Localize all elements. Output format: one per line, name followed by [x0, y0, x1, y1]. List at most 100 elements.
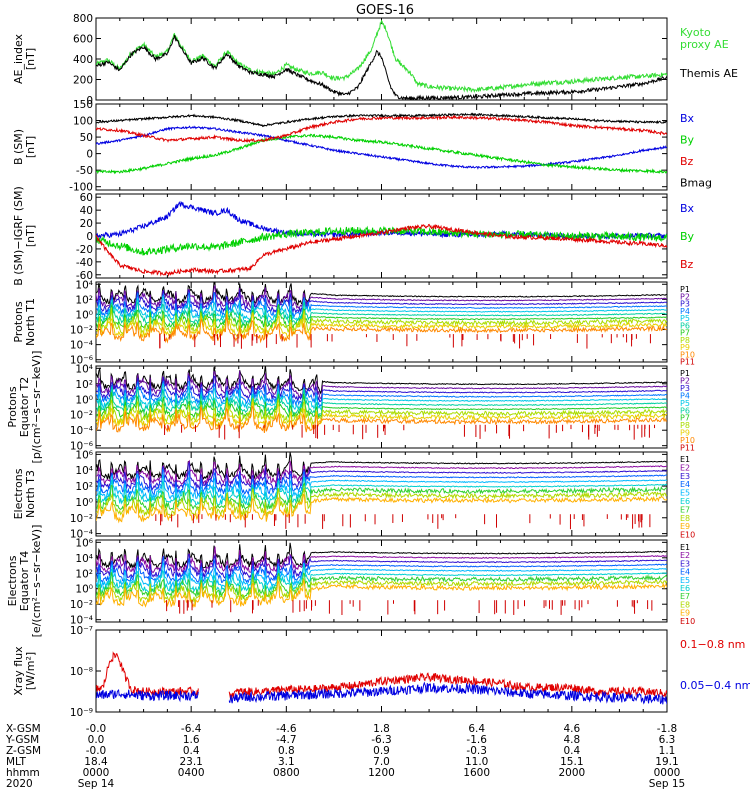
x-tick-label: 0.8 [278, 745, 295, 757]
channel-line-3 [96, 374, 667, 402]
channel-line-1 [96, 542, 667, 570]
channel-line-7 [96, 391, 667, 420]
y-tick-label: 800 [73, 13, 93, 25]
channel-line-8 [96, 307, 667, 335]
channel-line-5 [96, 473, 667, 502]
legend-entry: E4 [680, 480, 690, 489]
legend: Bx By Bz [680, 202, 695, 271]
data-series [96, 542, 667, 615]
x-tick-label: 1.6 [183, 734, 200, 746]
panel-bsm: 150 100 50 0 -50 -100 B (SM)[nT] Bx By Bz Bmag [12, 99, 712, 194]
legend-entry: P1 [680, 285, 690, 294]
legend: Kyoto proxy AE Themis AE [679, 26, 738, 80]
y-tick-label: 10⁴ [75, 553, 93, 565]
x-tick-label: -1.6 [466, 734, 487, 746]
legend-entry: E2 [680, 463, 690, 472]
channel-line-6 [96, 299, 667, 326]
legend-entry: P10 [680, 350, 695, 359]
chart-title: GOES-16 [356, 3, 414, 18]
channel-line-2 [96, 459, 667, 486]
legend-entry: E7 [680, 592, 690, 601]
y-tick-label: 10⁴ [75, 465, 93, 477]
y-tick-label: 10² [75, 379, 93, 391]
x-tick-label: 0.4 [563, 745, 580, 757]
panel-frame [95, 103, 668, 191]
x-row-label: hhmm [6, 767, 40, 779]
series-line-0 [96, 125, 667, 170]
channel-line-10 [96, 405, 667, 433]
legend-entry: 0.1−0.8 nm [680, 638, 745, 651]
x-tick-label: 11.0 [465, 756, 488, 768]
panel-frame [95, 629, 668, 713]
channel-line-1 [96, 366, 667, 395]
x-tick-label: 0.0 [88, 734, 105, 746]
y-tick-label: -60 [76, 270, 93, 282]
legend: 0.1−0.8 nm 0.05−0.4 nm [680, 638, 750, 692]
data-series [96, 19, 667, 100]
y-tick-label: 10⁰ [75, 584, 93, 596]
y-tick-label: 10⁴ [75, 279, 93, 291]
x-row-label: Y-GSM [5, 734, 39, 746]
legend-entry: E6 [680, 497, 690, 506]
channel-line-5 [96, 296, 667, 322]
y-tick-label: 10⁰ [75, 394, 93, 406]
legend-entry: E5 [680, 576, 690, 585]
y-tick-label: 10⁻⁸ [70, 666, 93, 678]
y-tick-label: 10⁰ [75, 309, 93, 321]
y-tick-label: 10⁻⁴ [70, 340, 93, 352]
legend-entry: P7 [680, 329, 690, 338]
channel-line-9 [96, 401, 667, 430]
channel-line-8 [96, 487, 667, 517]
y-axis-label: B (SM)−IGRF (SM)[nT] [12, 186, 37, 286]
legend-entry: P11 [680, 444, 695, 453]
panel-prot_t1: 10⁴ 10² 10⁰ 10⁻² 10⁻⁴ 10⁻⁶ ProtonsNorth T1 P1P2… [12, 279, 695, 366]
x-tick-label: 23.1 [179, 756, 202, 768]
legend-entry: E7 [680, 505, 690, 514]
channel-line-7 [96, 571, 667, 600]
y-tick-label: -20 [76, 244, 93, 256]
y-tick-label: 10⁻² [70, 599, 93, 611]
y-axis-label: ProtonsEquator T2[p/(cm²−s−sr−keV)] [6, 351, 43, 464]
legend-entry: P5 [680, 314, 690, 323]
x-tick-label: Sep 15 [649, 778, 686, 790]
channel-line-3 [96, 461, 667, 492]
legend-entry: E10 [680, 531, 695, 540]
channel-line-3 [96, 289, 667, 315]
y-tick-label: 10² [75, 294, 93, 306]
x-tick-label: 2000 [558, 767, 585, 779]
series-line-3 [96, 112, 667, 128]
channel-line-4 [96, 380, 667, 409]
series-line-0 [96, 200, 667, 241]
channel-line-2 [96, 370, 667, 400]
y-tick-label: 10² [75, 568, 93, 580]
y-tick-label: 600 [73, 34, 93, 46]
y-tick-label: 100 [73, 116, 93, 128]
channel-line-6 [96, 563, 667, 595]
legend-entry: E1 [680, 455, 690, 464]
legend-entry: Bmag [680, 177, 712, 190]
legend-entry: P6 [680, 321, 690, 330]
legend-entry: P2 [680, 376, 690, 385]
y-tick-label: 10⁻⁹ [70, 707, 93, 719]
data-series [96, 366, 667, 440]
y-tick-label: 10⁻⁶ [70, 441, 93, 453]
y-tick-label: 10⁻⁴ [70, 529, 93, 541]
x-tick-label: 3.1 [278, 756, 295, 768]
y-axis-label: ProtonsNorth T1 [12, 298, 37, 346]
channel-line-8 [96, 397, 667, 426]
x-row-label: MLT [6, 756, 26, 768]
legend-entry: P5 [680, 399, 690, 408]
legend-entry: E3 [680, 559, 690, 568]
channel-line-1 [96, 282, 667, 307]
x-row-label: Z-GSM [6, 745, 41, 757]
legend-entry: E1 [680, 543, 690, 552]
legend-entry: P8 [680, 336, 690, 345]
panel-ae: 800 600 400 200 0 AE_index[nT] Kyoto proxy AE Th… [12, 13, 738, 107]
y-tick-label: 10⁻⁷ [70, 625, 93, 637]
series-line-2 [96, 114, 667, 143]
legend-entry: P1 [680, 369, 690, 378]
